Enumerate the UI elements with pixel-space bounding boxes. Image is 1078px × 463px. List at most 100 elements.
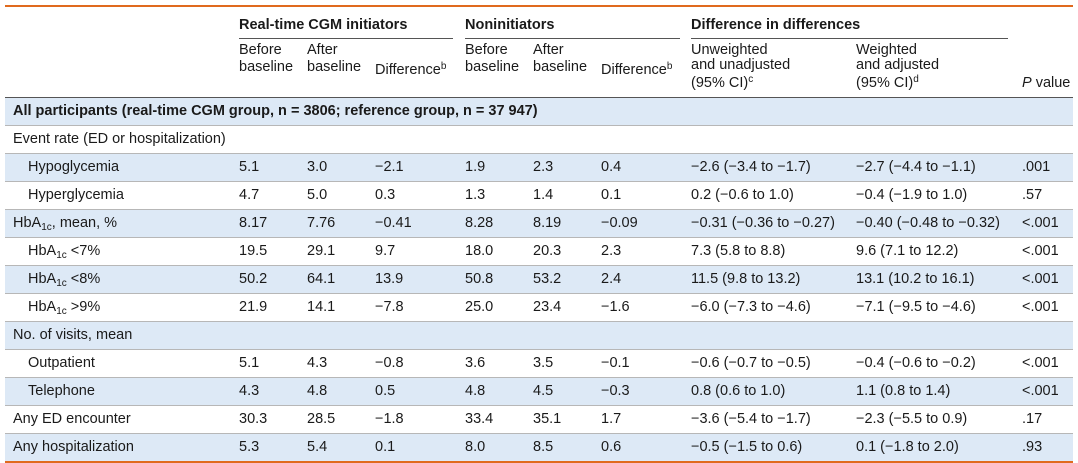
- cell-after-non: 35.1: [533, 411, 562, 427]
- cell-after-cgm: 5.0: [307, 187, 328, 203]
- cell-p-value: .001: [1022, 159, 1051, 175]
- row-label: HbA1c, mean, %: [13, 215, 118, 233]
- cell-after-cgm: 64.1: [307, 271, 336, 287]
- cell-difference-non: 2.4: [601, 271, 622, 287]
- row-label: Hypoglycemia: [28, 159, 120, 175]
- cell-before-non: 33.4: [465, 411, 494, 427]
- row-label: No. of visits, mean: [13, 327, 133, 343]
- table-row: HbA1c, mean, % 8.17 7.76 −0.41 8.28 8.19 −0.09…: [5, 209, 1073, 237]
- col-header-unweighted-2: and unadjusted: [691, 57, 791, 73]
- cell-difference-cgm: −0.41: [375, 215, 412, 231]
- col-header-difference-1: Differenceb: [375, 61, 447, 78]
- cell-after-cgm: 28.5: [307, 411, 336, 427]
- row-label: HbA1c >9%: [28, 299, 101, 317]
- group-header-cgm-initiators: Real-time CGM initiators: [239, 17, 408, 33]
- cell-before-cgm: 4.7: [239, 187, 260, 203]
- cell-difference-cgm: −0.8: [375, 355, 404, 371]
- group-underline: [465, 38, 680, 39]
- cell-weighted-ci: −2.3 (−5.5 to 0.9): [856, 411, 968, 427]
- cell-before-non: 8.28: [465, 215, 494, 231]
- col-header-weighted-2: and adjusted: [856, 57, 940, 73]
- cell-before-non: 18.0: [465, 243, 494, 259]
- cell-after-cgm: 29.1: [307, 243, 336, 259]
- table-row: No. of visits, mean: [5, 321, 1073, 349]
- cell-difference-non: −0.1: [601, 355, 630, 371]
- cell-p-value: <.001: [1022, 299, 1059, 315]
- col-header-before-2b: baseline: [465, 59, 520, 75]
- table-row: HbA1c <7% 19.5 29.1 9.7 18.0 20.3 2.3 7.3 (5.8 …: [5, 237, 1073, 265]
- cell-difference-non: 1.7: [601, 411, 622, 427]
- col-header-weighted-3: (95% CI)d: [856, 74, 919, 91]
- cell-difference-non: −0.09: [601, 215, 638, 231]
- cell-difference-cgm: 0.5: [375, 383, 396, 399]
- cell-p-value: <.001: [1022, 215, 1059, 231]
- cell-difference-cgm: 13.9: [375, 271, 404, 287]
- cell-before-cgm: 5.1: [239, 355, 260, 371]
- cell-weighted-ci: 13.1 (10.2 to 16.1): [856, 271, 975, 287]
- col-header-unweighted-3: (95% CI)c: [691, 74, 754, 91]
- group-underline: [691, 38, 1008, 39]
- cell-difference-cgm: 9.7: [375, 243, 396, 259]
- col-header-after-2: After: [533, 42, 564, 58]
- cell-after-non: 3.5: [533, 355, 554, 371]
- cell-before-non: 1.9: [465, 159, 486, 175]
- col-header-before-1b: baseline: [239, 59, 294, 75]
- col-header-after-2b: baseline: [533, 59, 588, 75]
- row-label: Any hospitalization: [13, 439, 134, 455]
- cell-difference-non: −0.3: [601, 383, 630, 399]
- table-row: Any ED encounter 30.3 28.5 −1.8 33.4 35.1 1.7 −…: [5, 405, 1073, 433]
- row-label: HbA1c <7%: [28, 243, 101, 261]
- group-header-diff-in-diff: Difference in differences: [691, 17, 861, 33]
- cell-before-cgm: 21.9: [239, 299, 268, 315]
- cell-unweighted-ci: 7.3 (5.8 to 8.8): [691, 243, 786, 259]
- col-header-p-value: P value: [1022, 75, 1071, 91]
- row-label: Hyperglycemia: [28, 187, 124, 203]
- table-row: Hyperglycemia 4.7 5.0 0.3 1.3 1.4 0.1 0.2 (−0.6…: [5, 181, 1073, 209]
- table-row: Event rate (ED or hospitalization): [5, 125, 1073, 153]
- cell-difference-cgm: 0.3: [375, 187, 396, 203]
- cell-before-non: 8.0: [465, 439, 486, 455]
- cell-unweighted-ci: −0.31 (−0.36 to −0.27): [691, 215, 835, 231]
- cell-p-value: <.001: [1022, 355, 1059, 371]
- group-underline: [239, 38, 453, 39]
- cell-unweighted-ci: −2.6 (−3.4 to −1.7): [691, 159, 811, 175]
- col-header-after-1: After: [307, 42, 338, 58]
- cell-unweighted-ci: −0.5 (−1.5 to 0.6): [691, 439, 803, 455]
- cell-p-value: <.001: [1022, 243, 1059, 259]
- cell-before-non: 50.8: [465, 271, 494, 287]
- cell-after-cgm: 4.8: [307, 383, 328, 399]
- table-row: Telephone 4.3 4.8 0.5 4.8 4.5 −0.3 0.8 (0.6 to …: [5, 377, 1073, 405]
- cell-unweighted-ci: 0.8 (0.6 to 1.0): [691, 383, 786, 399]
- cell-difference-non: 0.1: [601, 187, 622, 203]
- cell-after-non: 23.4: [533, 299, 562, 315]
- cell-unweighted-ci: −0.6 (−0.7 to −0.5): [691, 355, 811, 371]
- cell-after-non: 2.3: [533, 159, 554, 175]
- row-label: HbA1c <8%: [28, 271, 101, 289]
- col-header-weighted-1: Weighted: [856, 42, 917, 58]
- table-row: Any hospitalization 5.3 5.4 0.1 8.0 8.5 0.6 −0.…: [5, 433, 1073, 463]
- cell-difference-non: −1.6: [601, 299, 630, 315]
- cell-after-non: 4.5: [533, 383, 554, 399]
- row-label: Telephone: [28, 383, 95, 399]
- group-header-noninitiators: Noninitiators: [465, 17, 555, 33]
- cell-difference-cgm: −2.1: [375, 159, 404, 175]
- cell-weighted-ci: 0.1 (−1.8 to 2.0): [856, 439, 959, 455]
- section-label: All participants (real-time CGM group, n…: [13, 103, 538, 119]
- cell-before-cgm: 30.3: [239, 411, 268, 427]
- cell-after-non: 8.5: [533, 439, 554, 455]
- cell-weighted-ci: −2.7 (−4.4 to −1.1): [856, 159, 976, 175]
- row-label: Outpatient: [28, 355, 95, 371]
- row-label: Any ED encounter: [13, 411, 131, 427]
- cell-difference-cgm: −1.8: [375, 411, 404, 427]
- col-header-unweighted-1: Unweighted: [691, 42, 768, 58]
- cell-weighted-ci: 1.1 (0.8 to 1.4): [856, 383, 951, 399]
- cell-after-cgm: 7.76: [307, 215, 336, 231]
- cell-unweighted-ci: 0.2 (−0.6 to 1.0): [691, 187, 794, 203]
- cell-difference-non: 0.6: [601, 439, 622, 455]
- table-body: Event rate (ED or hospitalization) Hypogl…: [5, 125, 1073, 463]
- cell-before-cgm: 5.3: [239, 439, 260, 455]
- cell-before-non: 1.3: [465, 187, 486, 203]
- col-header-after-1b: baseline: [307, 59, 362, 75]
- cell-before-non: 3.6: [465, 355, 486, 371]
- section-row: All participants (real-time CGM group, n…: [5, 97, 1073, 125]
